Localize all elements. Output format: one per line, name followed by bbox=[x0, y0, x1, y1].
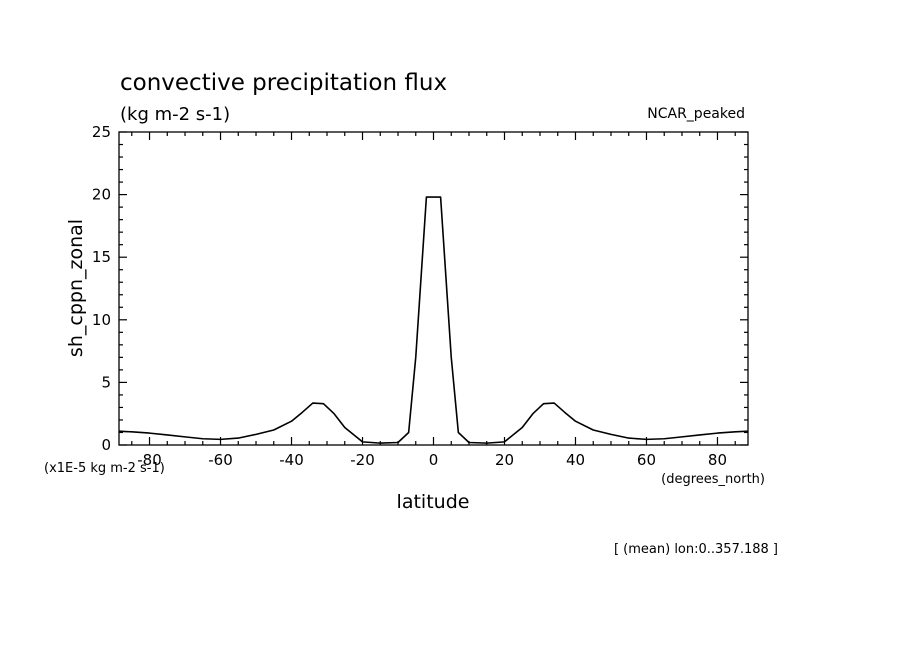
y-tick-label: 20 bbox=[92, 186, 111, 204]
x-tick-label: 60 bbox=[637, 451, 656, 469]
y-tick-label: 5 bbox=[101, 373, 111, 391]
y-tick-label: 10 bbox=[92, 311, 111, 329]
x-axis-label: latitude bbox=[397, 491, 470, 513]
model-label: NCAR_peaked bbox=[647, 106, 745, 122]
scale-label: (x1E-5 kg m-2 s-1) bbox=[44, 461, 165, 476]
y-axis-label: sh_cppn_zonal bbox=[65, 219, 87, 357]
x-tick-label: 20 bbox=[495, 451, 514, 469]
x-tick-label: 0 bbox=[429, 451, 439, 469]
series-line bbox=[118, 196, 749, 444]
x-tick-labels: -80 -60 -40 -20 0 20 40 60 80 bbox=[137, 451, 727, 469]
plot-frame bbox=[118, 131, 749, 446]
x-tick-label: -80 bbox=[137, 451, 162, 469]
x-tick-label: 40 bbox=[566, 451, 585, 469]
ticks-layer bbox=[119, 131, 748, 446]
x-tick-label: -60 bbox=[208, 451, 233, 469]
x-tick-label: -20 bbox=[350, 451, 375, 469]
y-tick-label: 25 bbox=[92, 123, 111, 141]
chart-units: (kg m-2 s-1) bbox=[120, 104, 230, 125]
footer-text: [ (mean) lon:0..357.188 ] bbox=[614, 542, 778, 557]
x-units-label: (degrees_north) bbox=[661, 472, 765, 487]
x-tick-label: 80 bbox=[708, 451, 727, 469]
chart-title: convective precipitation flux bbox=[120, 70, 447, 96]
y-tick-labels: 0 5 10 15 20 25 bbox=[92, 123, 111, 454]
y-tick-label: 0 bbox=[101, 436, 111, 454]
y-tick-label: 15 bbox=[92, 248, 111, 266]
x-tick-label: -40 bbox=[279, 451, 304, 469]
